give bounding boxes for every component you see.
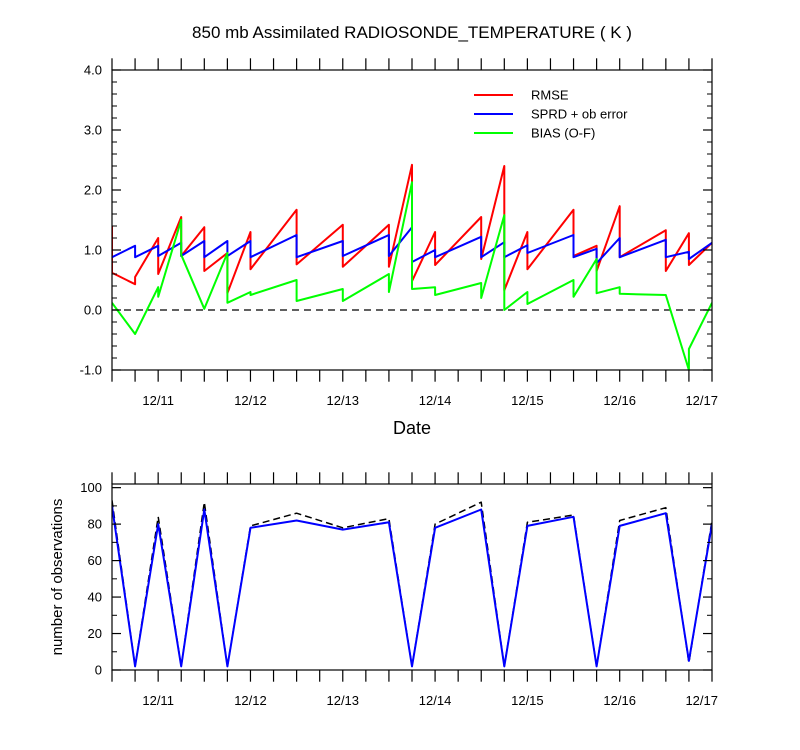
bottom-chart: 0 20 40 60 80 100 12/11 12/12 12/13 12/14 12/15 12/…: [80, 472, 718, 708]
x-tick-label: 12/13: [326, 393, 359, 408]
y-tick-label: 40: [88, 590, 102, 605]
plot-frame: [111, 483, 713, 671]
legend-label: BIAS (O-F): [531, 126, 595, 141]
y-tick-label: 60: [88, 553, 102, 568]
x-tick-label: 12/13: [326, 693, 359, 708]
y-tick-label: 4.0: [84, 63, 102, 78]
y-tick-label: 0.0: [84, 303, 102, 318]
x-tick-label: 12/17: [685, 393, 718, 408]
x-tick-label: 12/12: [234, 693, 267, 708]
y-tick-label: 100: [80, 480, 102, 495]
y-axis-label: number of observations: [49, 499, 66, 656]
y-tick-label: 0: [95, 663, 102, 678]
top-chart: -1.0 0.0 1.0 2.0 3.0 4.0 12/11 12/12 12/13 12/14 1…: [80, 58, 718, 408]
legend-label: SPRD + ob error: [531, 107, 628, 122]
y-tick-label: 3.0: [84, 123, 102, 138]
chart-title: 850 mb Assimilated RADIOSONDE_TEMPERATUR…: [192, 23, 632, 42]
series-line-bias-o-f: [112, 181, 712, 370]
x-tick-label: 12/15: [511, 393, 544, 408]
x-tick-label: 12/14: [419, 393, 452, 408]
legend: RMSE SPRD + ob error BIAS (O-F): [474, 88, 628, 141]
y-tick-label: 20: [88, 626, 102, 641]
x-tick-label: 12/15: [511, 693, 544, 708]
y-tick-label: 2.0: [84, 183, 102, 198]
y-tick-label: 80: [88, 517, 102, 532]
y-tick-label: 1.0: [84, 243, 102, 258]
x-tick-label: 12/14: [419, 693, 452, 708]
legend-label: RMSE: [531, 88, 569, 103]
x-tick-label: 12/16: [603, 393, 636, 408]
y-tick-label: -1.0: [80, 363, 102, 378]
x-tick-label: 12/11: [142, 693, 174, 708]
x-tick-label: 12/11: [142, 393, 174, 408]
series-line-used: [112, 505, 712, 668]
x-tick-label: 12/16: [603, 693, 636, 708]
x-tick-label: 12/17: [685, 693, 718, 708]
x-tick-label: 12/12: [234, 393, 267, 408]
x-axis-label: Date: [393, 418, 431, 438]
